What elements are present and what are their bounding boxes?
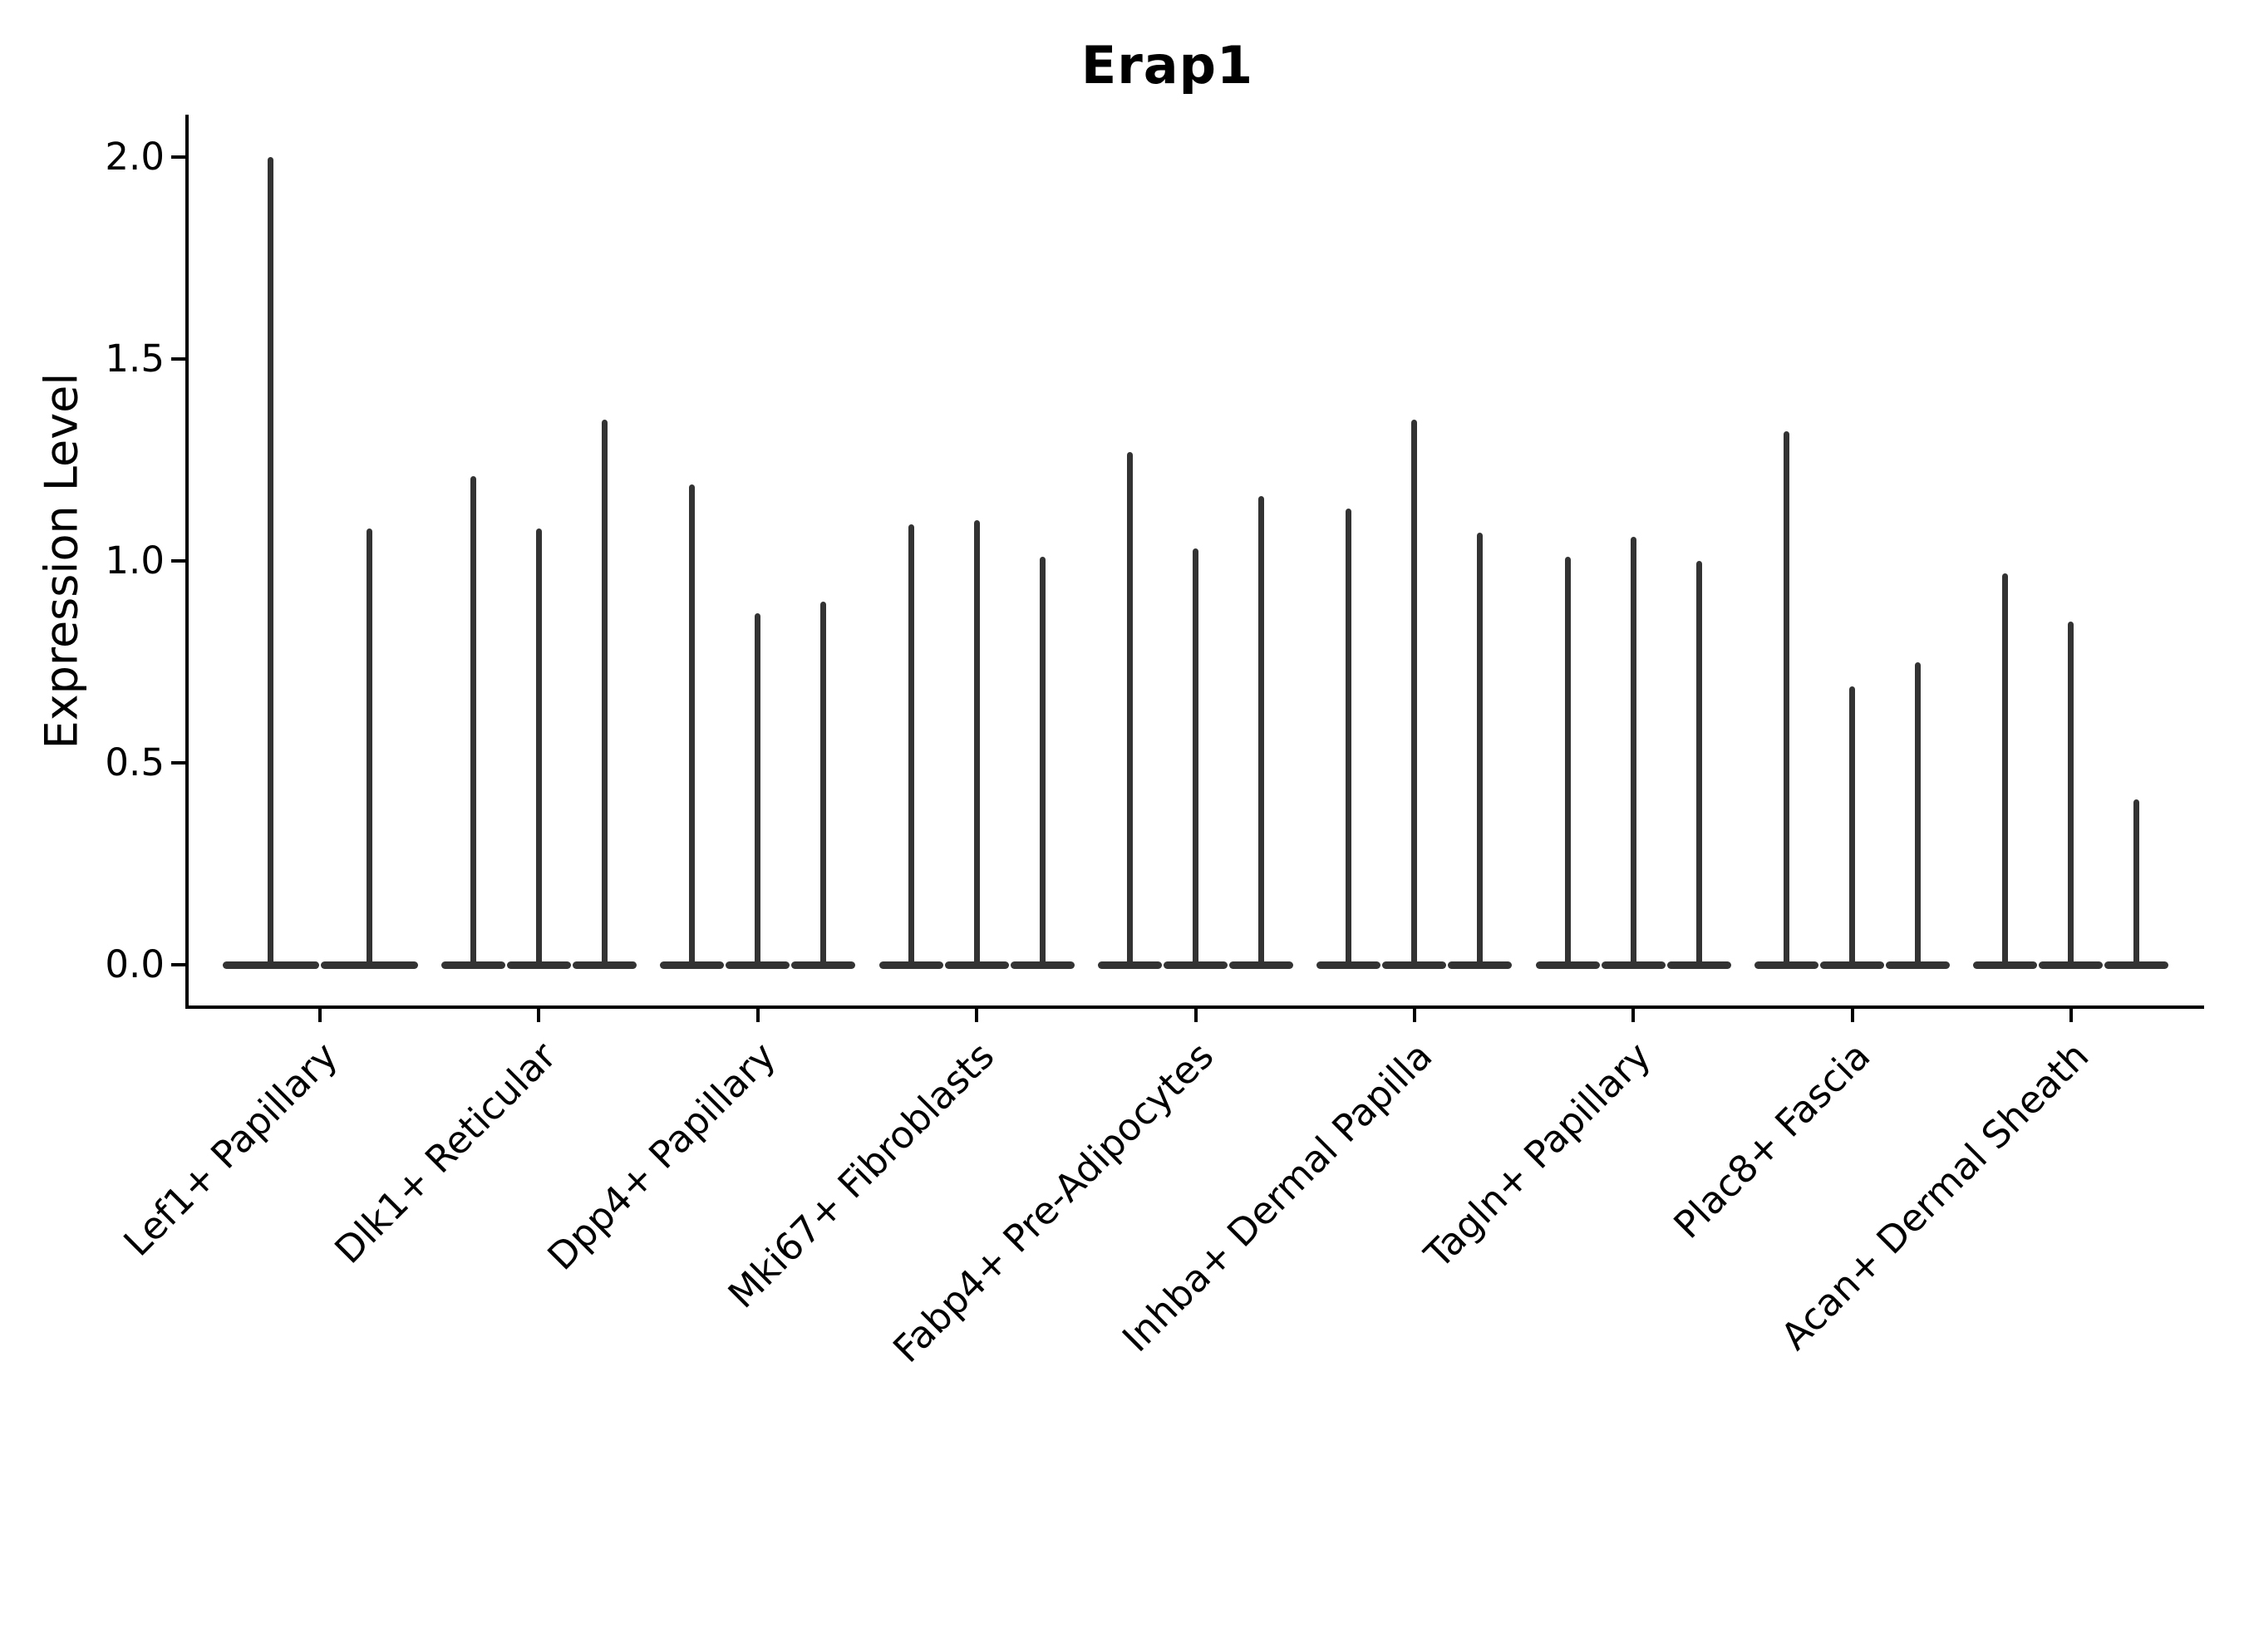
violin-spike <box>1346 508 1352 969</box>
x-tick <box>1412 1009 1416 1022</box>
y-tick-label: 1.5 <box>105 336 165 381</box>
y-tick-label: 1.0 <box>105 538 165 583</box>
violin-spike <box>601 419 608 969</box>
violin-spike <box>535 529 542 969</box>
violin-spike <box>470 475 476 969</box>
violin-spike <box>2002 573 2009 969</box>
violin-spike <box>1915 661 1922 969</box>
x-tick <box>975 1009 979 1022</box>
y-tick-label: 0.0 <box>105 942 165 987</box>
violin-spike <box>1411 419 1418 969</box>
violin-spike <box>2068 621 2074 969</box>
violin-spike <box>1695 561 1702 969</box>
y-tick <box>171 559 185 563</box>
x-axis-line <box>185 1005 2204 1009</box>
violin-plot-figure: Erap1 Expression Level 0.0 0.5 1.0 1.5 2.0 Le… <box>36 35 2204 1371</box>
x-tick <box>755 1009 760 1022</box>
x-tick <box>1850 1009 1854 1022</box>
violin-spike <box>268 156 274 969</box>
violin-spike <box>908 524 914 969</box>
x-tick <box>2069 1009 2073 1022</box>
violin-spike <box>1193 548 1198 969</box>
y-tick <box>171 761 185 765</box>
violin-spike <box>366 529 372 969</box>
y-tick-label: 0.5 <box>105 740 165 785</box>
violin-spike <box>1039 557 1046 969</box>
violin-spike <box>820 601 827 969</box>
y-tick <box>171 155 185 159</box>
violin-spike <box>973 520 980 969</box>
plot-title: Erap1 <box>1080 35 1254 96</box>
y-tick-label: 2.0 <box>105 134 165 179</box>
violin-spike <box>1630 536 1636 969</box>
x-tick <box>318 1009 322 1022</box>
violin-spike <box>2133 799 2140 969</box>
y-tick <box>171 963 185 967</box>
violin-spike <box>689 484 696 969</box>
violin-spike <box>755 613 761 969</box>
violin-spike <box>1477 532 1484 969</box>
violin-spike <box>1564 557 1571 969</box>
y-tick <box>171 356 185 361</box>
violin-spike <box>1126 451 1133 969</box>
x-tick <box>1193 1009 1198 1022</box>
x-tick <box>537 1009 541 1022</box>
x-tick <box>1631 1009 1636 1022</box>
y-axis-line <box>185 115 189 1009</box>
violin-spike <box>1784 431 1790 969</box>
violin-spike <box>1258 496 1264 969</box>
violin-spike <box>1849 686 1856 969</box>
